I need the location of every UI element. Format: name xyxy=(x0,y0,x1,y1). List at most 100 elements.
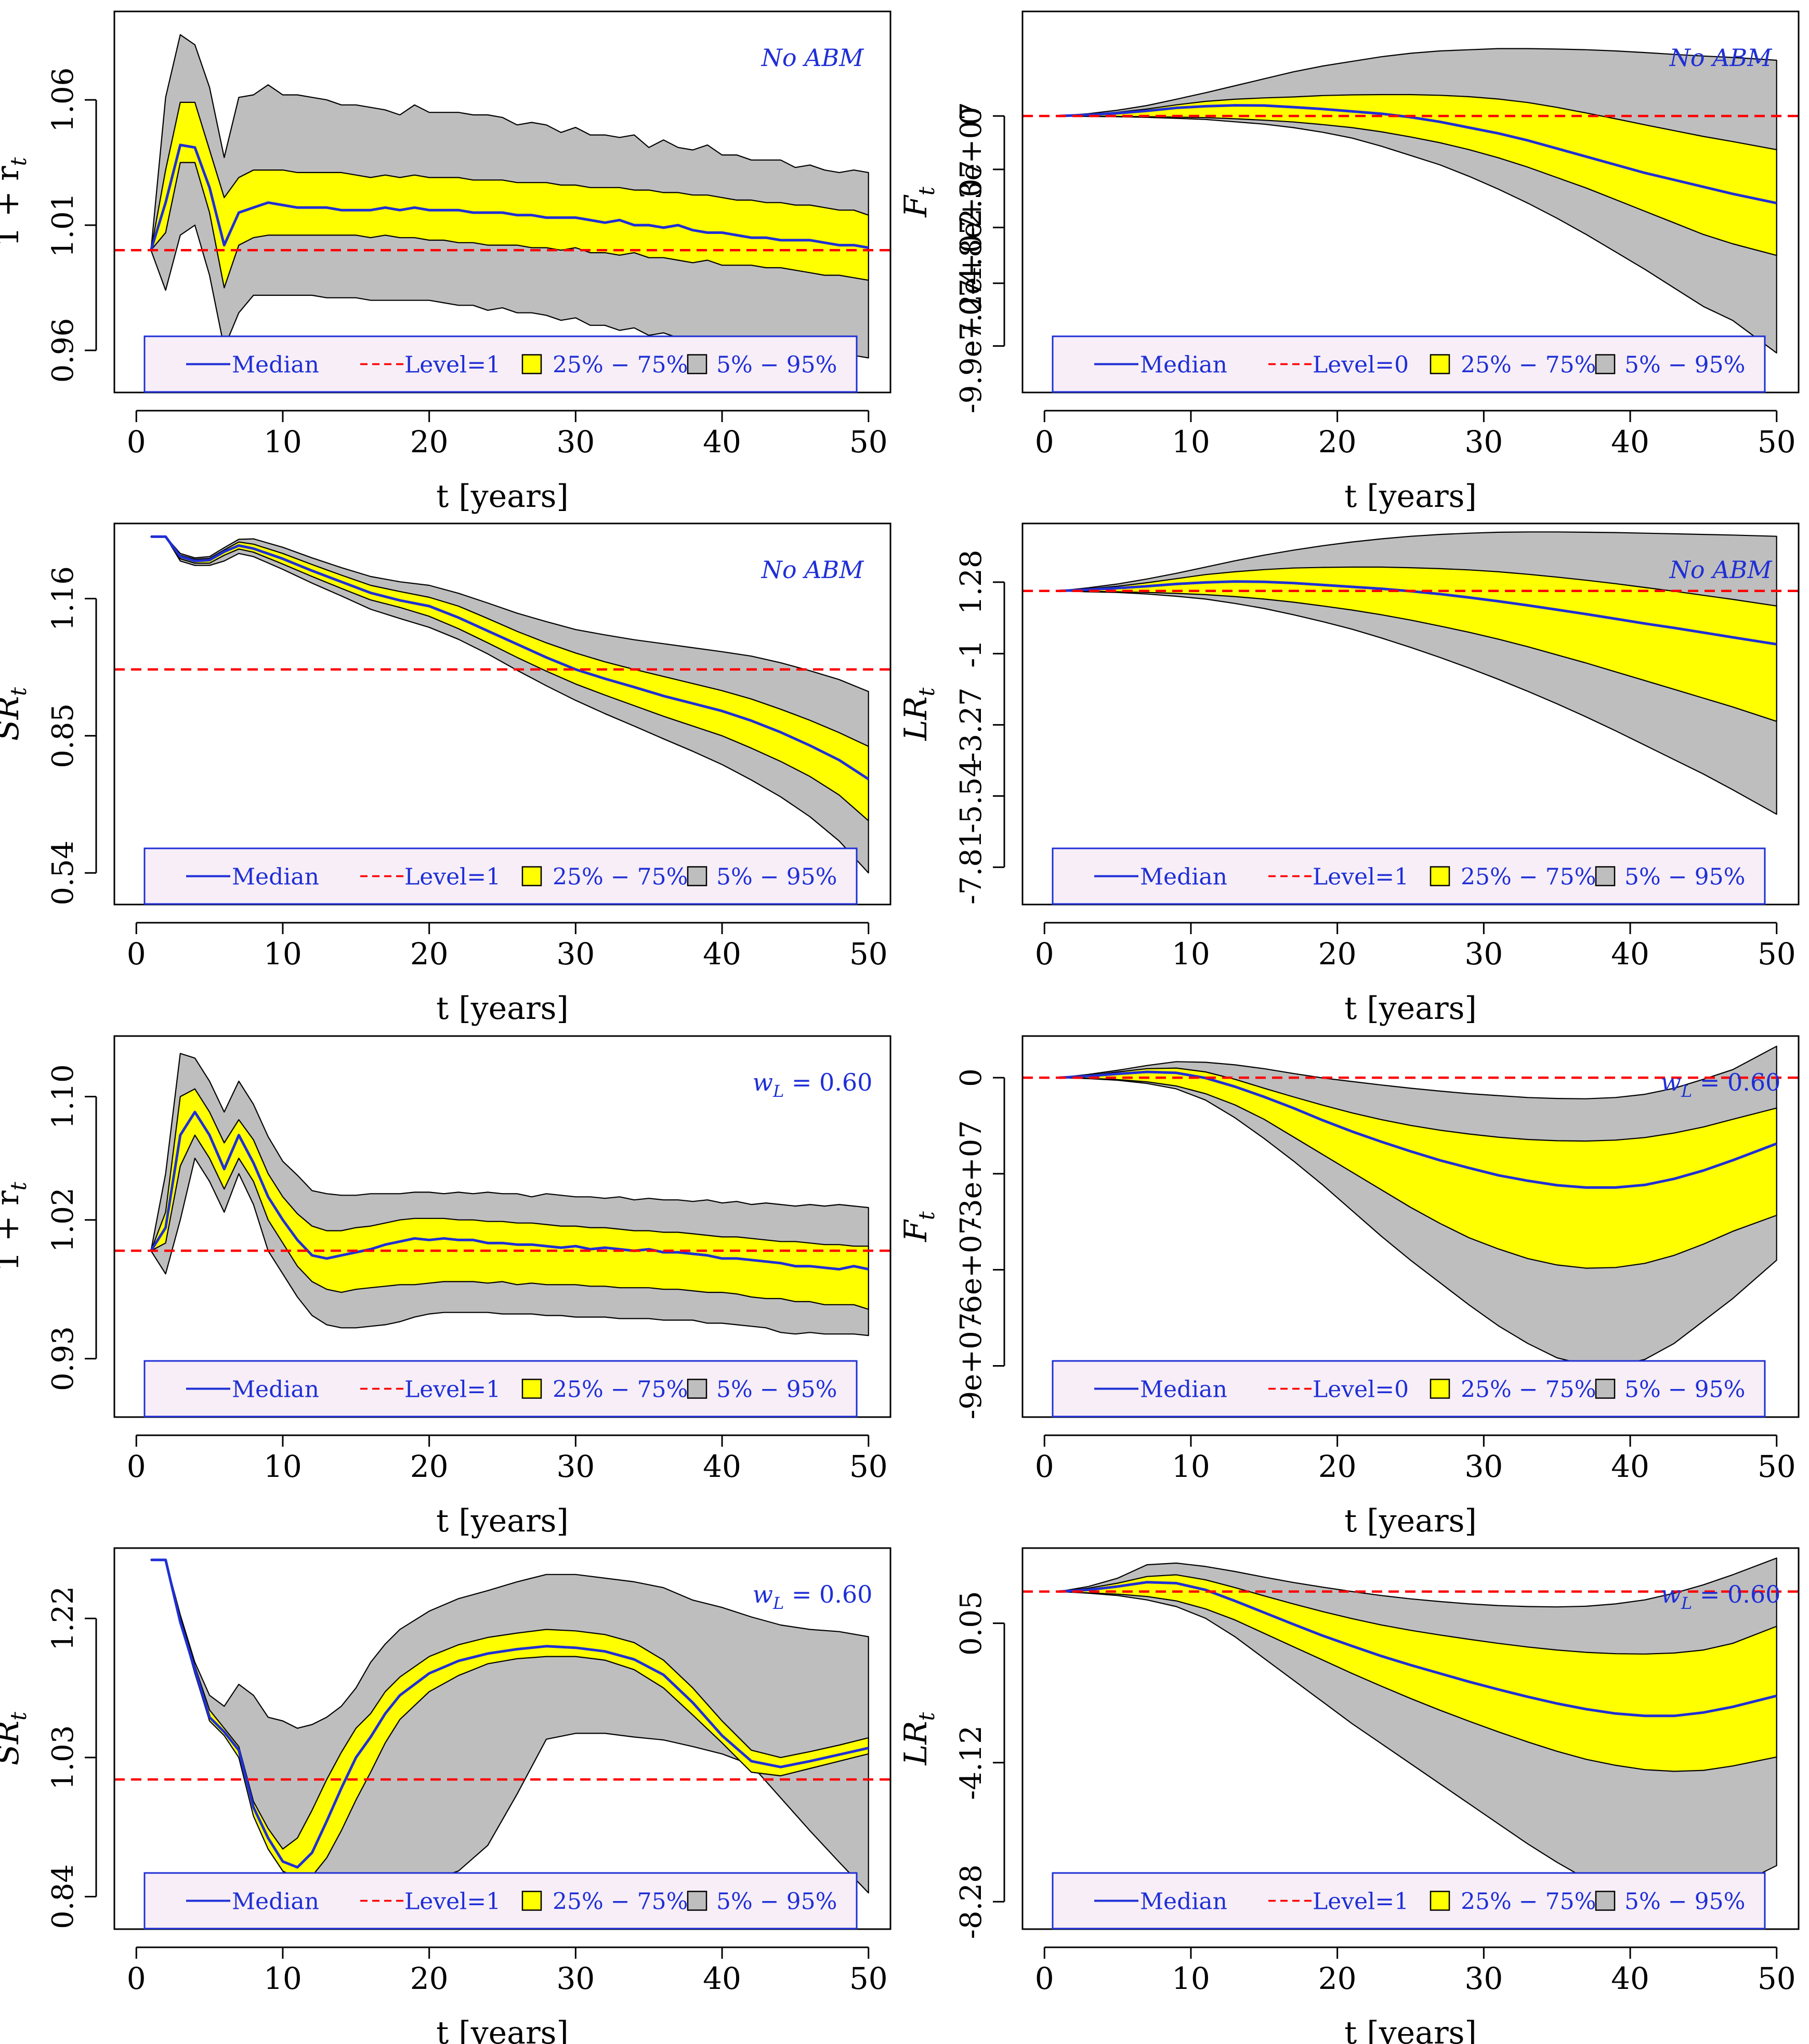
legend-label: Level=0 xyxy=(1313,352,1409,378)
panel-annotation: wL = 0.60 xyxy=(753,1068,873,1101)
x-tick-label: 0 xyxy=(127,936,146,972)
svg-text:No ABM: No ABM xyxy=(761,44,865,72)
legend-label: 25% − 75% xyxy=(1461,864,1596,890)
svg-text:wL = 0.60: wL = 0.60 xyxy=(753,1580,873,1613)
legend-label: Level=1 xyxy=(404,352,501,378)
x-tick-label: 20 xyxy=(410,1961,449,1996)
svg-text:Ft: Ft xyxy=(898,187,939,218)
x-tick-label: 20 xyxy=(410,936,449,972)
x-axis-label: t [years] xyxy=(1344,990,1477,1027)
x-tick-label: 30 xyxy=(1464,424,1503,460)
median-line xyxy=(1059,1070,1777,1189)
legend-box xyxy=(143,335,858,393)
legend-label: 5% − 95% xyxy=(1624,864,1745,890)
legend-band-5-95-swatch xyxy=(1595,866,1616,886)
panel-annotation: wL = 0.60 xyxy=(753,1580,873,1613)
y-tick-label: 0 xyxy=(954,1068,988,1087)
chart-panel-row1-left: 0 10 20 30 40 50 t [years] 0.96 1.01 1.06 1 + rt No… xyxy=(0,10,892,515)
y-axis-label: Ft xyxy=(898,187,939,218)
svg-text:1 + rt: 1 + rt xyxy=(0,157,31,246)
legend-label: Level=1 xyxy=(404,864,501,890)
y-axis-label: Ft xyxy=(898,1211,939,1242)
legend: Median Level=1 25% − 75% 5% − 95% xyxy=(143,847,858,905)
chart-panel-row2-left: 0 10 20 30 40 50 t [years] 0.54 0.85 1.16 SRt No AB… xyxy=(0,522,892,1027)
legend-label: 5% − 95% xyxy=(716,1377,837,1403)
x-tick-label: 50 xyxy=(849,1961,888,1996)
median-line xyxy=(1059,1581,1777,1718)
y-tick-label: 1.01 xyxy=(46,193,80,258)
svg-text:LRt: LRt xyxy=(898,687,939,741)
legend: Median Level=1 25% − 75% 5% − 95% xyxy=(143,1872,858,1930)
legend: Median Level=0 25% − 75% 5% − 95% xyxy=(1052,1360,1766,1418)
legend-label: 25% − 75% xyxy=(1461,352,1596,378)
y-tick-label: 1.10 xyxy=(46,1064,80,1129)
legend-box xyxy=(1052,1872,1766,1930)
legend-band-5-95-swatch xyxy=(687,1891,707,1911)
y-tick-label: -7.2e+07 xyxy=(954,216,988,350)
legend-box xyxy=(1052,1360,1766,1418)
y-tick-label: 1.03 xyxy=(46,1725,80,1790)
legend-band-25-75-swatch xyxy=(521,866,542,886)
legend-label: Level=1 xyxy=(1313,1889,1409,1915)
legend-label: 25% − 75% xyxy=(553,1377,688,1403)
x-tick-label: 40 xyxy=(703,1961,741,1996)
x-tick-label: 10 xyxy=(1172,1449,1210,1484)
legend-band-5-95-swatch xyxy=(1595,1891,1616,1911)
x-tick-label: 50 xyxy=(1758,936,1796,972)
y-tick-label: -6e+07 xyxy=(954,1216,988,1324)
x-tick-label: 10 xyxy=(264,424,302,460)
chart-panel-row4-left: 0 10 20 30 40 50 t [years] 0.84 1.03 1.22 SRt wL = … xyxy=(0,1547,892,2044)
x-tick-label: 0 xyxy=(127,1449,146,1484)
band-25-75 xyxy=(1058,566,1777,722)
legend-label: Median xyxy=(232,1377,319,1403)
legend-band-5-95-swatch xyxy=(1595,1379,1616,1399)
y-tick-label: -1 xyxy=(954,639,988,668)
legend: Median Level=0 25% − 75% 5% − 95% xyxy=(1052,335,1766,393)
legend-box xyxy=(143,1872,858,1930)
svg-text:Ft: Ft xyxy=(898,1211,939,1242)
legend-box xyxy=(1052,847,1766,905)
y-tick-label: -3e+07 xyxy=(954,1120,988,1227)
x-tick-label: 10 xyxy=(1172,1961,1210,1996)
x-tick-label: 40 xyxy=(1611,1449,1649,1484)
y-axis-label: LRt xyxy=(898,1712,939,1765)
x-tick-label: 20 xyxy=(1318,1961,1357,1996)
chart-panel-row4-right: 0 10 20 30 40 50 t [years] -8.28 -4.12 0.05 LRt wL … xyxy=(898,1547,1800,2044)
legend-label: Median xyxy=(1140,1889,1227,1915)
x-tick-label: 20 xyxy=(410,1449,449,1484)
x-tick-label: 30 xyxy=(1464,1961,1503,1996)
x-axis-label: t [years] xyxy=(436,1503,569,1539)
x-axis-label: t [years] xyxy=(1344,1503,1477,1539)
legend-band-25-75-swatch xyxy=(521,354,542,374)
median-line xyxy=(151,535,870,780)
legend-label: 25% − 75% xyxy=(553,352,688,378)
median-line xyxy=(151,1558,869,1869)
y-tick-label: -7.81 xyxy=(954,830,988,905)
legend-label: 5% − 95% xyxy=(1624,352,1745,378)
band-25-75 xyxy=(150,536,869,821)
legend-label: Median xyxy=(1140,864,1227,890)
y-tick-label: 0 xyxy=(954,107,988,125)
x-axis-label: t [years] xyxy=(1344,478,1477,515)
svg-text:SRt: SRt xyxy=(0,1712,31,1765)
y-tick-label: 1.16 xyxy=(46,566,80,631)
chart-panel-row2-right: 0 10 20 30 40 50 t [years] -7.81-5.54-3.27 -1 1.2… xyxy=(898,522,1800,1027)
x-tick-label: 10 xyxy=(1172,424,1210,460)
x-tick-label: 50 xyxy=(849,936,888,972)
x-tick-label: 0 xyxy=(1035,936,1054,972)
y-tick-label: 0.05 xyxy=(954,1591,988,1656)
legend-band-25-75-swatch xyxy=(1430,354,1450,374)
x-tick-label: 30 xyxy=(556,1961,595,1996)
svg-text:No ABM: No ABM xyxy=(1669,44,1773,72)
y-tick-label: -9e+07 xyxy=(954,1313,988,1420)
band-25-75 xyxy=(1058,1574,1777,1772)
legend-band-25-75-swatch xyxy=(521,1891,542,1911)
legend-band-25-75-swatch xyxy=(1430,866,1450,886)
chart-panel-row1-right: 0 10 20 30 40 50 t [years] -9.9e+07-7.2e+07-4.8… xyxy=(898,10,1800,515)
x-tick-label: 20 xyxy=(1318,1449,1357,1484)
legend-label: Level=1 xyxy=(404,1377,501,1403)
y-tick-label: -8.28 xyxy=(954,1864,988,1939)
band-25-75 xyxy=(1058,1067,1777,1269)
x-tick-label: 0 xyxy=(127,424,146,460)
legend-label: Median xyxy=(1140,352,1227,378)
